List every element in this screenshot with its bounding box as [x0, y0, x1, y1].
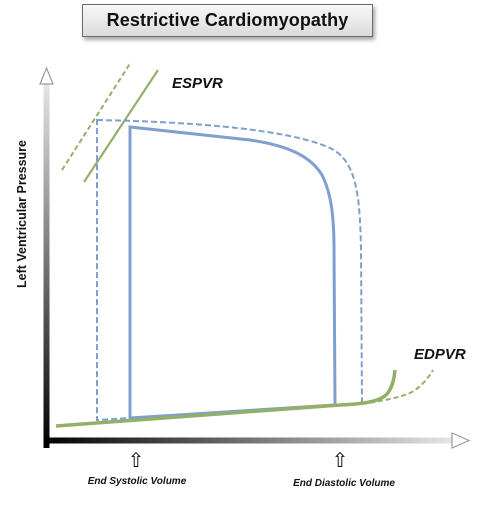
- x-axis-arrowhead: [451, 432, 471, 449]
- end-diastolic-marker: ⇧ End Diastolic Volume: [293, 450, 395, 489]
- restrictive-pv-loop: [128, 125, 337, 420]
- y-axis-arrowhead: [39, 66, 54, 85]
- end-diastolic-arrow-icon: ⇧: [332, 450, 349, 472]
- edpvr-restrictive-line: [55, 369, 397, 428]
- espvr-baseline-dashed: [61, 61, 132, 171]
- diagram-title-box: Restrictive Cardiomyopathy: [82, 4, 373, 37]
- end-systolic-arrow-icon: ⇧: [128, 450, 145, 472]
- edpvr-label: EDPVR: [414, 346, 466, 363]
- end-systolic-marker: ⇧ End Systolic Volume: [88, 450, 187, 487]
- edpvr-baseline-dashed: [361, 369, 434, 405]
- end-diastolic-label: End Diastolic Volume: [293, 478, 395, 489]
- x-axis: [44, 432, 471, 449]
- y-axis-label: Left Ventricular Pressure: [15, 140, 29, 288]
- diagram-title: Restrictive Cardiomyopathy: [106, 10, 349, 30]
- x-axis-line: [44, 437, 456, 444]
- y-axis-line: [43, 80, 50, 448]
- espvr-label: ESPVR: [172, 75, 223, 92]
- espvr-lines: [61, 61, 159, 183]
- espvr-restrictive-line: [83, 69, 159, 183]
- y-axis: [39, 66, 54, 448]
- baseline-pv-loop: [96, 118, 364, 422]
- end-systolic-label: End Systolic Volume: [88, 476, 187, 487]
- edpvr-curves: [55, 369, 434, 428]
